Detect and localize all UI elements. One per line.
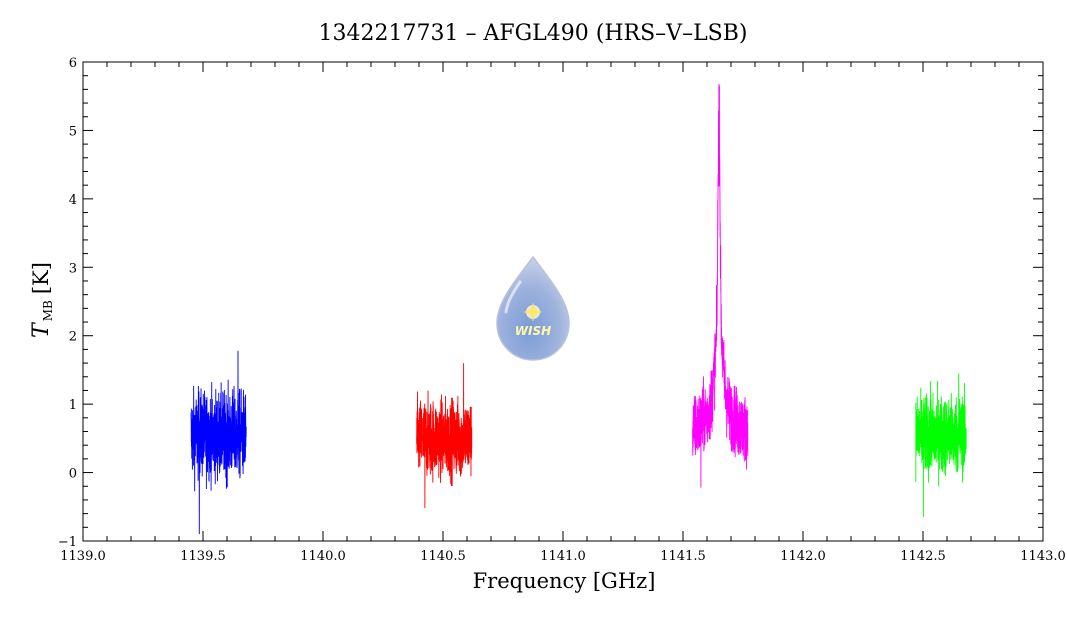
series-layer (190, 83, 967, 535)
drop-highlight (504, 280, 522, 314)
y-axis-symbol: T (29, 321, 54, 338)
series-line-2 (416, 363, 473, 509)
series-line-4 (915, 373, 967, 518)
series-line-3 (692, 83, 749, 488)
x-tick-label: 1143.0 (1020, 549, 1066, 564)
y-axis-unit: [K] (29, 262, 53, 294)
y-tick-label: 2 (69, 330, 77, 345)
y-tick-label: −1 (58, 535, 77, 550)
axes-layer: 1139.0 1139.5 1140.0 1140.5 1141.0 1141.5 1142… (58, 56, 1066, 564)
x-tick-label: 1139.0 (60, 549, 106, 564)
wish-logo: WISH (496, 255, 570, 361)
chart-title: 1342217731 – AFGL490 (HRS–V–LSB) (319, 21, 748, 46)
x-tick-label: 1140.0 (300, 549, 346, 564)
svg-text:TMB[K]: TMB [K] (29, 262, 55, 338)
x-tick-label: 1141.5 (660, 549, 706, 564)
x-tick-label: 1139.5 (180, 549, 226, 564)
y-axis-subscript: MB (41, 300, 55, 321)
y-tick-label: 0 (69, 467, 77, 482)
x-tick-label: 1142.0 (780, 549, 826, 564)
x-tick-label: 1140.5 (420, 549, 466, 564)
x-axis-label: Frequency [GHz] (473, 569, 656, 593)
x-tick-label: 1141.0 (540, 549, 586, 564)
y-tick-label: 4 (69, 193, 77, 208)
y-tick-label: 3 (69, 261, 77, 276)
x-tick-label: 1142.5 (900, 549, 946, 564)
y-tick-label: 6 (69, 56, 77, 71)
y-axis-label: TMB [K] (29, 262, 55, 338)
series-line-1 (190, 350, 247, 535)
star-icon (523, 302, 543, 322)
y-tick-label: 1 (69, 398, 77, 413)
y-tick-label: 5 (69, 124, 77, 139)
logo-text: WISH (515, 324, 551, 338)
